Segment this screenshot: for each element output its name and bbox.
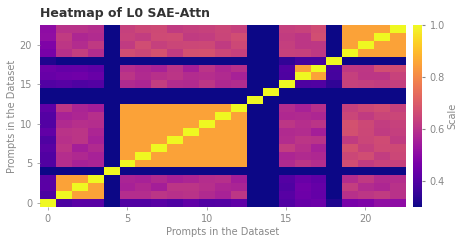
- Text: Heatmap of L0 SAE-Attn: Heatmap of L0 SAE-Attn: [40, 7, 210, 20]
- Y-axis label: Prompts in the Dataset: Prompts in the Dataset: [7, 59, 17, 173]
- X-axis label: Prompts in the Dataset: Prompts in the Dataset: [166, 227, 279, 237]
- Y-axis label: Scale: Scale: [448, 103, 458, 129]
